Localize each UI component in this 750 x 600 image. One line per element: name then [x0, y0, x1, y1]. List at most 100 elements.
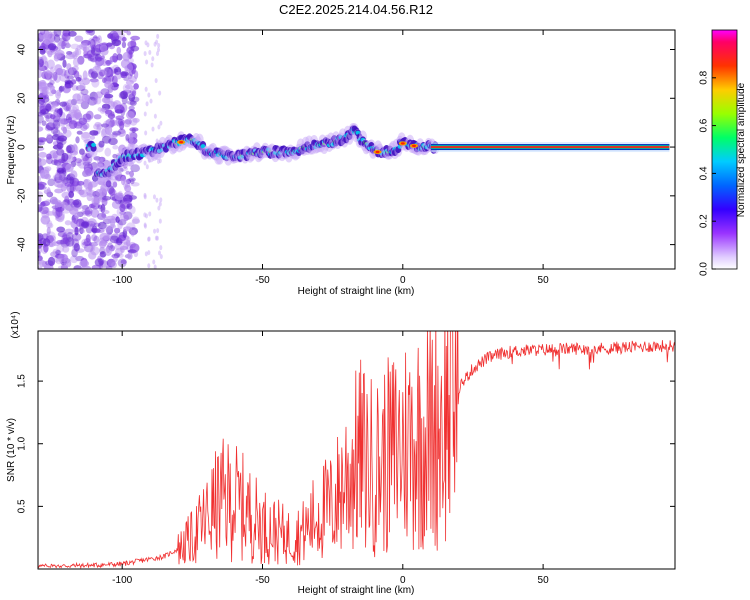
heatmap-cell	[98, 156, 106, 163]
heatmap-cell	[69, 255, 79, 264]
heatmap-cell	[131, 128, 136, 134]
heatmap-cell	[111, 261, 117, 269]
heatmap-cell	[130, 45, 140, 52]
spectrogram-panel: -100 -50 0 50 -40 -20 0 20 40 Height of straigh…	[6, 29, 676, 297]
heatmap-cell	[74, 35, 84, 42]
heatmap-cell	[84, 206, 93, 217]
heatmap-cell	[96, 35, 102, 44]
heatmap-cell	[132, 118, 140, 123]
heatmap-cell	[41, 210, 50, 219]
heatmap-cell	[101, 209, 110, 215]
y-tick-label: 1.0	[17, 436, 28, 450]
heatmap-cell	[57, 135, 68, 142]
heatmap-cell	[129, 243, 140, 253]
heatmap-cell	[148, 211, 152, 217]
heatmap-cell	[85, 190, 94, 196]
heatmap-cell	[90, 99, 96, 106]
heatmap-cell	[109, 55, 118, 63]
heatmap-cell	[114, 193, 123, 199]
heatmap-cell	[55, 208, 63, 218]
heatmap-cell	[66, 75, 75, 80]
heatmap-cell	[57, 40, 63, 51]
heatmap-cell	[143, 160, 147, 166]
heatmap-cell	[38, 69, 43, 79]
heatmap-cell	[58, 107, 63, 116]
colorbar-gradient	[711, 29, 738, 270]
heatmap-cell	[82, 161, 93, 166]
heatmap-cell	[38, 181, 47, 187]
heatmap-cell	[64, 84, 71, 89]
x-tick-label: 50	[538, 275, 550, 286]
heatmap-cell	[55, 257, 63, 265]
heatmap-cell	[122, 83, 131, 93]
heatmap-cell	[123, 194, 133, 204]
heatmap-cell	[93, 114, 102, 120]
heatmap-cell	[57, 158, 67, 163]
heatmap-cell	[72, 65, 79, 71]
spectrogram-marks	[38, 30, 670, 269]
heatmap-cell	[130, 178, 135, 185]
heatmap-cell	[49, 66, 55, 76]
heatmap-cell	[156, 33, 160, 39]
heatmap-cell	[82, 241, 93, 247]
heatmap-cell	[85, 110, 94, 120]
heatmap-cell	[159, 197, 163, 203]
heatmap-cell	[153, 113, 157, 119]
heatmap-cell	[126, 100, 136, 105]
heatmap-cell	[81, 77, 91, 86]
snr-panel: -100 -50 0 50 0.5 1.0 1.5 Height of straight …	[6, 311, 676, 596]
heatmap-cell	[54, 201, 64, 208]
heatmap-cell	[39, 58, 44, 68]
heatmap-cell	[107, 113, 116, 119]
heatmap-cell	[38, 31, 47, 40]
heatmap-cell	[40, 201, 46, 207]
heatmap-cell	[74, 47, 79, 58]
heatmap-cell	[101, 58, 108, 66]
heatmap-cell	[100, 55, 105, 60]
heatmap-cell	[122, 229, 128, 238]
heatmap-cell	[59, 118, 65, 125]
heatmap-cell	[85, 234, 91, 243]
y-tick-label: 0	[17, 144, 28, 150]
heatmap-cell	[155, 197, 159, 203]
heatmap-cell	[105, 60, 113, 65]
heatmap-cell	[85, 30, 94, 34]
heatmap-cell	[40, 169, 50, 180]
heatmap-cell	[108, 137, 118, 146]
heatmap-cell	[99, 44, 108, 52]
heatmap-cell	[53, 53, 62, 60]
heatmap-cell	[49, 114, 56, 120]
heatmap-cell	[126, 111, 135, 120]
heatmap-cell	[115, 216, 120, 223]
heatmap-cell	[38, 114, 44, 124]
heatmap-cell	[54, 64, 63, 74]
heatmap-cell	[96, 212, 107, 221]
heatmap-cell	[72, 144, 79, 154]
heatmap-cell	[90, 144, 97, 152]
colorbar-tick-label: 0.6	[699, 118, 710, 132]
heatmap-cell	[52, 150, 63, 161]
heatmap-cell	[105, 180, 112, 188]
heatmap-cell	[151, 56, 155, 62]
heatmap-cell	[82, 210, 92, 215]
heatmap-cell	[64, 220, 72, 226]
heatmap-cell	[61, 153, 66, 164]
heatmap-cell	[91, 225, 98, 234]
heatmap-cell	[145, 59, 149, 65]
heatmap-cell	[38, 195, 42, 203]
heatmap-cell	[144, 251, 148, 257]
heatmap-cell	[48, 118, 58, 128]
heatmap-cell	[53, 158, 59, 164]
heatmap-cell	[86, 50, 96, 58]
heatmap-cell	[122, 89, 132, 94]
heatmap-cell	[49, 79, 55, 86]
heatmap-cell	[143, 111, 147, 117]
heatmap-cell	[118, 128, 126, 135]
heatmap-cell	[56, 239, 66, 245]
heatmap-cell	[38, 121, 42, 126]
heatmap-cell	[44, 60, 49, 71]
heatmap-cell	[119, 166, 128, 172]
heatmap-cell	[115, 115, 125, 121]
heatmap-cell	[117, 258, 127, 268]
heatmap-cell	[83, 243, 94, 253]
